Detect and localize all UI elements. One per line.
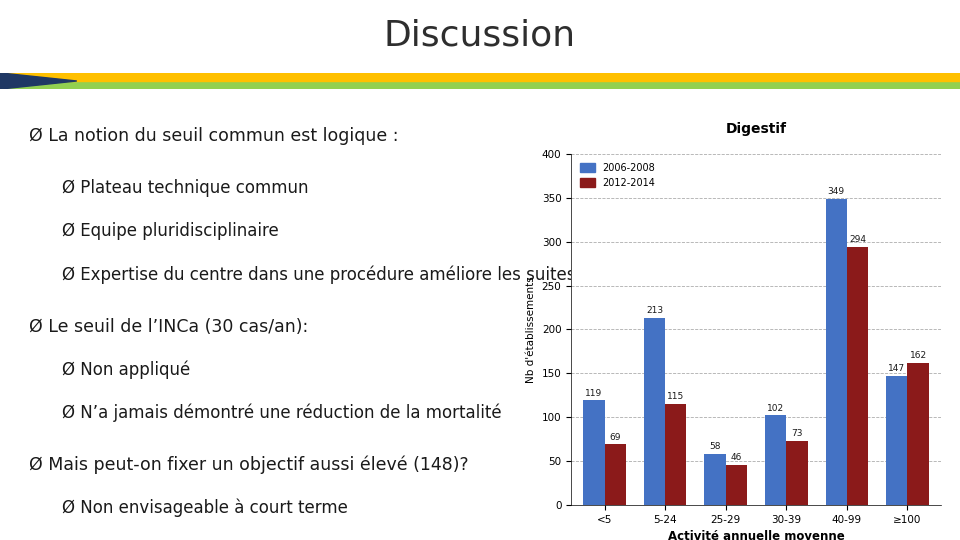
Text: Ø Plateau technique commun: Ø Plateau technique commun [61, 179, 308, 197]
Polygon shape [0, 73, 77, 89]
Text: Ø Le seuil de l’INCa (30 cas/an):: Ø Le seuil de l’INCa (30 cas/an): [29, 318, 308, 335]
Text: Ø Non appliqué: Ø Non appliqué [61, 361, 190, 379]
Bar [786, 441, 807, 505]
Text: 213: 213 [646, 306, 663, 315]
Bar [0, 81, 960, 89]
Text: 294: 294 [849, 235, 866, 244]
Text: 58: 58 [709, 442, 721, 451]
Text: 147: 147 [888, 364, 905, 373]
Bar [907, 363, 928, 505]
Text: 349: 349 [828, 187, 845, 196]
Text: Discussion: Discussion [384, 18, 576, 52]
Text: Ø Expertise du centre dans une procédure améliore les suites opératoires pour le: Ø Expertise du centre dans une procédure… [61, 266, 903, 284]
Text: 102: 102 [767, 404, 784, 413]
Bar [644, 318, 665, 505]
Bar [584, 401, 605, 505]
Text: 69: 69 [610, 433, 621, 442]
Bar [847, 247, 868, 505]
Text: 119: 119 [586, 389, 603, 398]
X-axis label: Activité annuelle moyenne: Activité annuelle moyenne [667, 530, 845, 540]
Text: Ø La notion du seuil commun est logique :: Ø La notion du seuil commun est logique … [29, 127, 398, 145]
Bar [665, 404, 686, 505]
Text: Ø N’a jamais démontré une réduction de la mortalité: Ø N’a jamais démontré une réduction de l… [61, 404, 501, 422]
Bar [765, 415, 786, 505]
Text: Ø Mais peut-on fixer un objectif aussi élevé (148)?: Ø Mais peut-on fixer un objectif aussi é… [29, 456, 468, 474]
Bar [886, 376, 907, 505]
Text: 73: 73 [791, 429, 803, 438]
Bar [826, 199, 847, 505]
Bar [605, 444, 626, 505]
Text: Ø Equipe pluridisciplinaire: Ø Equipe pluridisciplinaire [61, 222, 278, 240]
Y-axis label: Nb d'établissements: Nb d'établissements [526, 276, 537, 383]
Bar [0, 73, 960, 81]
Text: 162: 162 [909, 351, 926, 360]
Legend: 2006-2008, 2012-2014: 2006-2008, 2012-2014 [576, 159, 660, 191]
Title: Digestif: Digestif [726, 122, 786, 136]
Bar [705, 454, 726, 505]
Bar [726, 464, 747, 505]
Text: Ø Non envisageable à court terme: Ø Non envisageable à court terme [61, 499, 348, 517]
Text: 115: 115 [667, 393, 684, 401]
Text: 46: 46 [731, 453, 742, 462]
